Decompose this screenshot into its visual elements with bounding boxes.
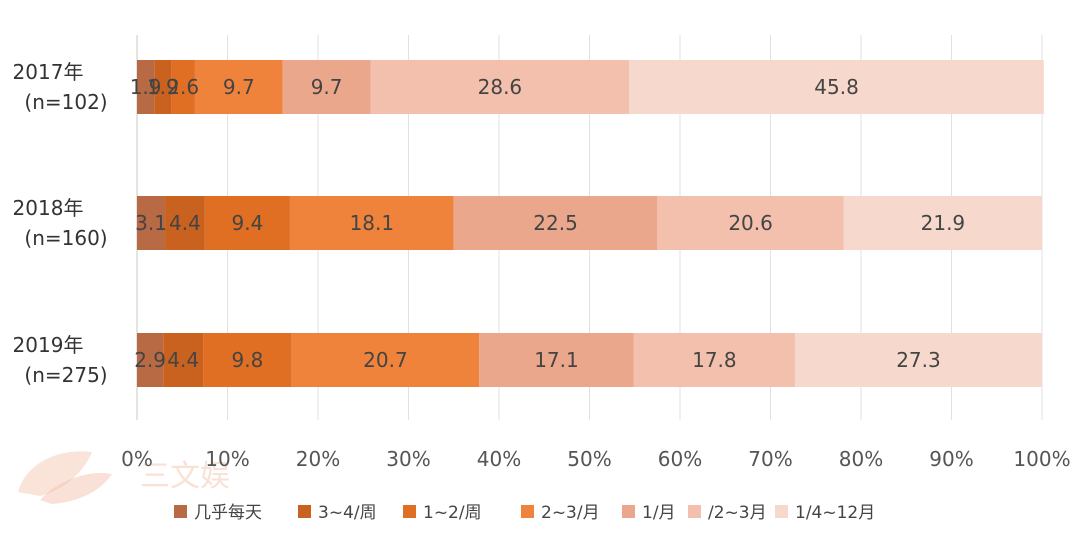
bar-segment [137,333,164,387]
category-label-year: 2019年 [13,333,84,357]
bar-segment [289,196,454,250]
data-label: 17.8 [692,348,737,372]
watermark: 三文娱 [18,451,230,504]
x-tick-label: 30% [386,447,430,471]
watermark-text: 三文娱 [140,459,230,494]
bar-segment [203,333,292,387]
bar-segment [194,60,283,114]
bar-segment [370,60,630,114]
category-label-sample: (n=102) [24,90,107,114]
bar-segment [154,60,172,114]
bar-segment [633,333,795,387]
category-labels: 2017年 (n=102) 2018年 (n=160) 2019年 (n=275) [13,60,108,387]
data-label: 9.7 [223,75,255,99]
x-tick-label: 0% [121,447,153,471]
legend-label: 1/4~12月 [795,503,875,523]
legend-swatch [298,505,311,518]
x-tick-label: 60% [658,447,702,471]
legend-label: 3~4/周 [318,503,377,523]
data-label: 22.5 [533,211,578,235]
data-label: 3.1 [135,211,167,235]
data-label: 21.9 [921,211,966,235]
bar-segment [657,196,844,250]
legend-swatch [174,505,187,518]
legend-swatch [521,505,534,518]
data-label: 9.8 [232,348,264,372]
x-tick-label: 40% [477,447,521,471]
bar-segment [165,196,205,250]
x-tick-label: 90% [929,447,973,471]
bar-segment [137,196,166,250]
watermark-logo-accent-icon [40,473,112,504]
legend-label: /2~3月 [708,503,767,523]
data-label: 2.6 [167,75,199,99]
data-label: 17.1 [534,348,579,372]
data-label: 18.1 [350,211,395,235]
x-tick-label: 20% [296,447,340,471]
bar-segment [163,333,204,387]
x-tick-label: 10% [205,447,249,471]
bar-segment [453,196,658,250]
bars [137,60,1044,387]
bar-segment [479,333,634,387]
legend-swatch [688,505,701,518]
legend-label: 1~2/周 [423,503,482,523]
data-label: 4.4 [167,348,199,372]
x-tick-label: 50% [567,447,611,471]
category-label-sample: (n=275) [24,363,107,387]
bar-segment [282,60,371,114]
data-label: 4.4 [169,211,201,235]
x-axis-ticks: 0% 10% 20% 30% 40% 50% 60% 70% 80% 90% 100% [121,447,1070,471]
bar-segment [204,196,290,250]
data-label: 9.7 [311,75,343,99]
bar-segment [794,333,1042,387]
data-label: 20.7 [363,348,408,372]
bar-segment [291,333,480,387]
data-label: 1.9 [147,75,179,99]
x-tick-label: 100% [1013,447,1070,471]
legend: 几乎每天 3~4/周 1~2/周 2~3/月 1/月/2~3月 1/4~12月 [174,503,875,523]
bar-segment [137,60,155,114]
legend-label: 2~3/月 [541,503,600,523]
data-label: 20.6 [728,211,773,235]
data-label: 27.3 [896,348,941,372]
data-label: 28.6 [478,75,523,99]
data-label: 45.8 [814,75,859,99]
legend-swatch [775,505,788,518]
legend-label: 1/月 [642,503,676,523]
legend-label: 几乎每天 [194,503,262,523]
data-label: 1.9 [130,75,162,99]
category-label-year: 2017年 [13,60,84,84]
legend-swatch [622,505,635,518]
x-tick-label: 80% [839,447,883,471]
bar-segment [171,60,195,114]
data-label: 2.9 [134,348,166,372]
bar-segment [843,196,1042,250]
legend-swatch [403,505,416,518]
category-label-sample: (n=160) [24,226,107,250]
bar-segment [629,60,1044,114]
watermark-logo-icon [18,451,92,496]
data-labels: 1.91.92.6 9.7 9.7 28.6 45.83.1 4.4 9.4 18.1 22.5… [130,75,965,372]
data-label: 9.4 [232,211,264,235]
x-tick-label: 70% [748,447,792,471]
category-label-year: 2018年 [13,196,84,220]
